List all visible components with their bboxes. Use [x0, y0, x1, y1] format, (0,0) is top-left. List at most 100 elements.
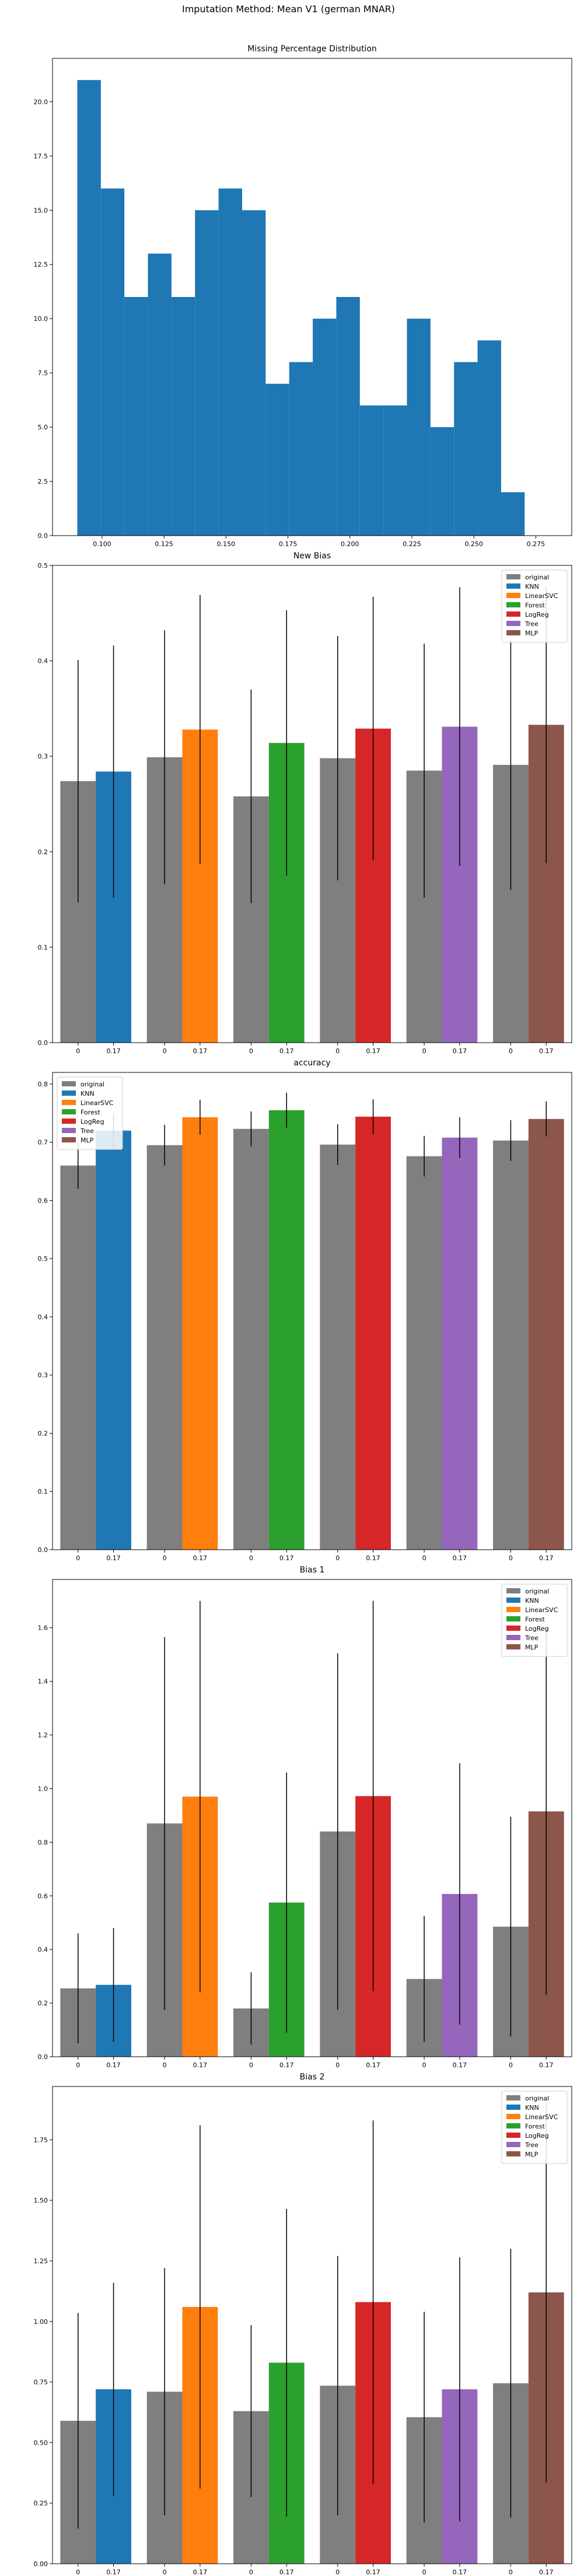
legend-label: LinearSVC	[81, 1099, 114, 1107]
histogram-bar	[501, 492, 525, 536]
y-tick-label: 0.4	[38, 1946, 48, 1953]
x-tick-label: 0.17	[539, 2568, 554, 2576]
chart-title: Missing Percentage Distribution	[247, 44, 377, 54]
x-tick-label: 0.17	[539, 1047, 554, 1055]
legend-swatch	[506, 583, 520, 589]
x-tick-label: 0	[422, 2568, 426, 2576]
histogram-bar	[359, 405, 384, 536]
bar-forest	[268, 1110, 305, 1550]
chart-title: accuracy	[293, 1058, 330, 1068]
chart-title: Bias 2	[300, 2072, 325, 2082]
chart-bias1: Bias 1 0.0 0.2 0.4 0.6 0.8 1.0 1.2 1.4 1.6 0 0.17 0 0…	[38, 1565, 572, 2069]
legend-label: Tree	[524, 620, 538, 628]
x-tick-label: 0.17	[539, 2061, 554, 2069]
x-tick-label: 0	[509, 1047, 513, 1055]
y-tick-label: 0.5	[38, 562, 48, 569]
x-tick-label: 0	[335, 2061, 340, 2069]
x-tick-label: 0.17	[279, 2061, 294, 2069]
legend-label: Forest	[525, 2123, 545, 2130]
legend-label: LogReg	[81, 1118, 104, 1126]
legend-swatch	[506, 1607, 520, 1612]
legend-label: KNN	[81, 1090, 95, 1097]
y-tick-label: 0.8	[38, 1081, 48, 1088]
legend-swatch	[506, 1598, 520, 1603]
legend-label: MLP	[525, 2151, 538, 2158]
legend-swatch	[62, 1119, 76, 1124]
y-tick-label: 0.6	[38, 1197, 48, 1204]
bar-original-mlp	[493, 1140, 529, 1550]
legend-swatch	[506, 2105, 520, 2110]
y-tick-label: 0.6	[38, 1892, 48, 1900]
chart-accuracy: accuracy 0.0 0.1 0.2 0.3 0.4 0.5 0.6 0.7 0.8 0 0.17…	[38, 1058, 572, 1562]
legend-swatch	[506, 593, 520, 598]
y-tick-label: 0.4	[38, 1313, 48, 1321]
legend-swatch	[506, 1626, 520, 1631]
legend-swatch	[506, 621, 520, 626]
histogram-bar	[289, 362, 313, 536]
y-tick-label: 0.75	[34, 2379, 48, 2386]
x-tick-label: 0.17	[453, 2568, 467, 2576]
y-tick-label: 0.4	[38, 658, 48, 665]
x-tick-label: 0.100	[93, 540, 111, 548]
histogram-bar	[242, 210, 266, 536]
y-tick-label: 10.0	[34, 315, 48, 323]
y-tick-label: 0.25	[34, 2500, 48, 2507]
axes-frame	[52, 1072, 572, 1550]
x-tick-label: 0	[335, 1047, 340, 1055]
x-tick-label: 0.17	[193, 1554, 208, 1562]
y-tick-label: 1.2	[38, 1732, 48, 1739]
histogram-bar	[265, 383, 289, 536]
x-tick-label: 0.275	[527, 540, 545, 548]
legend-swatch	[506, 2114, 520, 2119]
legend-swatch	[506, 2133, 520, 2138]
x-tick-label: 0.17	[106, 1047, 121, 1055]
y-tick-label: 20.0	[34, 98, 48, 106]
histogram-bar	[407, 319, 431, 536]
y-tick-label: 2.5	[38, 478, 48, 485]
x-tick-label: 0.225	[403, 540, 421, 548]
bar-original-knn	[60, 1165, 96, 1550]
legend-swatch	[62, 1100, 76, 1105]
histogram-bar	[430, 427, 454, 536]
bar-tree	[442, 1137, 478, 1550]
legend-label: original	[525, 1588, 549, 1595]
x-tick-label: 0	[163, 2061, 167, 2069]
legend-label: Tree	[524, 2141, 538, 2149]
x-tick-label: 0.17	[106, 1554, 121, 1562]
histogram-bar	[77, 80, 101, 536]
x-tick-label: 0	[335, 1554, 340, 1562]
x-tick-label: 0.17	[366, 1554, 380, 1562]
legend-swatch	[506, 630, 520, 635]
x-tick-label: 0.175	[279, 540, 298, 548]
y-tick-label: 7.5	[38, 369, 48, 377]
legend-label: LinearSVC	[525, 2113, 558, 2121]
x-tick-label: 0	[335, 2568, 340, 2576]
x-tick-label: 0.150	[217, 540, 236, 548]
histogram-bar	[454, 362, 478, 536]
legend-swatch	[506, 611, 520, 617]
y-tick-label: 5.0	[38, 424, 48, 431]
histogram-bar	[218, 188, 242, 536]
x-tick-label: 0	[249, 2061, 253, 2069]
histogram-bar	[124, 297, 148, 536]
x-tick-label: 0.17	[193, 2568, 208, 2576]
legend-label: LogReg	[525, 1625, 549, 1633]
x-tick-label: 0.200	[341, 540, 359, 548]
y-tick-label: 0.2	[38, 2000, 48, 2007]
y-tick-label: 0.8	[38, 1838, 48, 1846]
x-tick-label: 0	[249, 2568, 253, 2576]
legend-label: Forest	[81, 1109, 100, 1116]
legend-label: KNN	[525, 583, 539, 590]
y-tick-label: 0.0	[38, 1039, 48, 1047]
legend-label: KNN	[525, 2104, 539, 2112]
chart-bias2: Bias 2 0.00 0.25 0.50 0.75 1.00 1.25 1.50 1.75 0 0…	[34, 2072, 572, 2576]
legend-label: MLP	[525, 1644, 538, 1651]
bar-original-logreg	[320, 1144, 356, 1550]
x-tick-label: 0.250	[464, 540, 483, 548]
y-tick-label: 1.50	[34, 2197, 48, 2204]
legend-swatch	[506, 1588, 520, 1593]
legend-swatch	[506, 1616, 520, 1621]
bar-original-tree	[406, 1156, 442, 1550]
